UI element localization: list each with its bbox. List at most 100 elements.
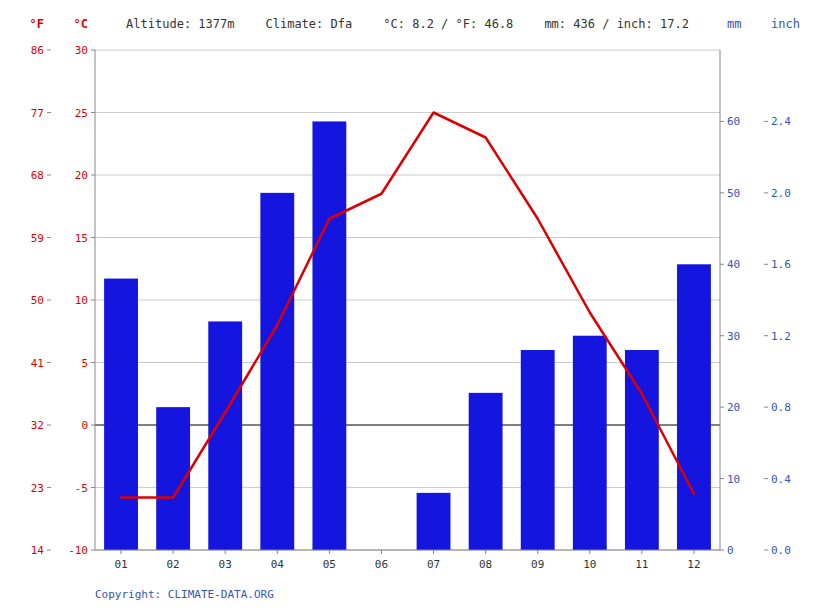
tick-label: 40: [727, 258, 740, 271]
grid-line: [95, 112, 720, 113]
tick-label: 5: [81, 357, 88, 370]
axis-line: [720, 50, 721, 550]
category-label: 05: [323, 558, 336, 571]
tick: [277, 550, 278, 554]
tick: [433, 550, 434, 554]
tick-label: 0.8: [771, 401, 791, 414]
bar: [677, 264, 711, 550]
tick-label: 10: [75, 294, 88, 307]
category-label: 10: [583, 558, 596, 571]
category-label: 11: [635, 558, 648, 571]
axis-label: °F: [30, 17, 44, 31]
tick-label: 30: [75, 44, 88, 57]
tick: [91, 362, 95, 363]
tick-label: 77: [31, 107, 44, 120]
tick-label: 86: [31, 44, 44, 57]
category-label: 04: [271, 558, 285, 571]
category-label: 01: [114, 558, 127, 571]
tick: [47, 175, 51, 176]
annotation: mm: 436 / inch: 17.2: [544, 17, 689, 31]
tick: [764, 335, 768, 336]
tick: [47, 550, 51, 551]
tick-label: 59: [31, 232, 44, 245]
bar: [573, 336, 607, 550]
tick-label: 41: [31, 357, 44, 370]
tick: [693, 550, 694, 554]
tick: [47, 50, 51, 51]
tick-label: -5: [75, 482, 88, 495]
tick-label: 2.4: [771, 115, 791, 128]
category-label: 03: [219, 558, 232, 571]
temperature-line: [121, 113, 694, 498]
tick-label: 30: [727, 330, 740, 343]
tick: [720, 335, 724, 336]
tick: [720, 407, 724, 408]
tick-label: 25: [75, 107, 88, 120]
tick-label: 50: [31, 294, 44, 307]
tick-label: 50: [727, 187, 740, 200]
annotation: °C: 8.2 / °F: 46.8: [383, 17, 513, 31]
tick: [91, 487, 95, 488]
bar: [208, 321, 242, 550]
tick-label: 0: [81, 419, 88, 432]
category-label: 12: [687, 558, 700, 571]
category-label: 08: [479, 558, 492, 571]
header: °F°CmminchAltitude: 1377mClimate: Dfa°C:…: [30, 17, 800, 31]
tick: [91, 550, 95, 551]
tick-label: -10: [68, 544, 88, 557]
annotation: Climate: Dfa: [266, 17, 353, 31]
tick: [537, 550, 538, 554]
tick: [47, 425, 51, 426]
axis-line: [95, 550, 720, 551]
tick-label: 60: [727, 115, 740, 128]
tick: [47, 487, 51, 488]
tick: [47, 362, 51, 363]
tick: [764, 550, 768, 551]
tick-label: 0.0: [771, 544, 791, 557]
tick: [91, 300, 95, 301]
axis-label: mm: [727, 17, 741, 31]
tick: [329, 550, 330, 554]
tick: [764, 121, 768, 122]
category-label: 06: [375, 558, 388, 571]
tick: [641, 550, 642, 554]
category-label: 09: [531, 558, 544, 571]
tick-label: 20: [727, 401, 740, 414]
tick-label: 15: [75, 232, 88, 245]
tick-label: 1.6: [771, 258, 791, 271]
tick-label: 0: [727, 544, 734, 557]
tick-label: 68: [31, 169, 44, 182]
grid-line: [95, 237, 720, 238]
bar: [104, 279, 138, 550]
bar: [417, 493, 451, 550]
tick: [47, 237, 51, 238]
plot-area: [104, 113, 711, 551]
tick: [91, 112, 95, 113]
tick: [485, 550, 486, 554]
tick: [47, 300, 51, 301]
axes: -10-505101520253014233241505968778601020…: [31, 44, 791, 571]
tick: [91, 425, 95, 426]
grid-line: [95, 300, 720, 301]
axis-label: inch: [771, 17, 800, 31]
grid-line: [95, 550, 720, 551]
caption: Copyright: CLIMATE-DATA.ORG: [95, 588, 274, 601]
category-label: 02: [167, 558, 180, 571]
tick-label: 20: [75, 169, 88, 182]
tick: [225, 550, 226, 554]
tick-label: 32: [31, 419, 44, 432]
grid-line: [95, 175, 720, 176]
tick: [121, 550, 122, 554]
tick: [589, 550, 590, 554]
tick-label: 10: [727, 473, 740, 486]
category-label: 07: [427, 558, 440, 571]
tick-label: 23: [31, 482, 44, 495]
tick-label: 2.0: [771, 187, 791, 200]
annotation: Altitude: 1377m: [126, 17, 234, 31]
tick: [720, 478, 724, 479]
tick-label: 14: [31, 544, 45, 557]
tick: [91, 237, 95, 238]
tick: [91, 175, 95, 176]
tick: [720, 550, 724, 551]
bar: [469, 393, 503, 550]
